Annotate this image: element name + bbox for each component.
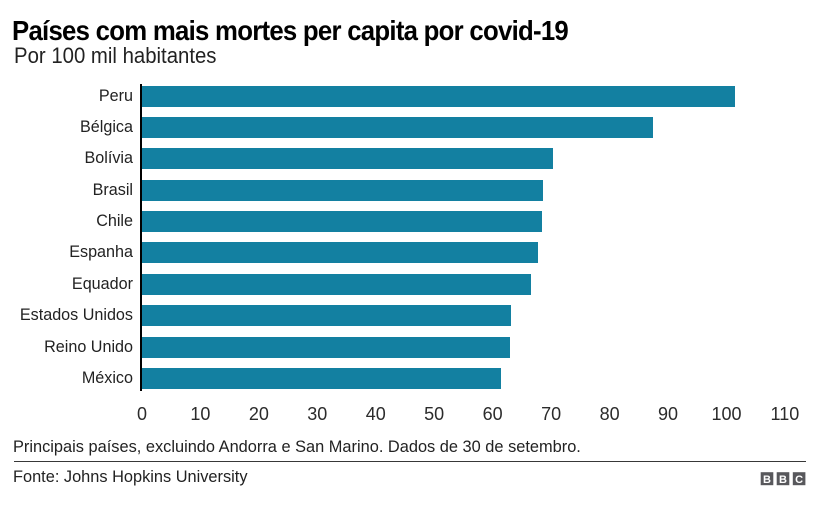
- svg-text:B: B: [763, 473, 771, 485]
- svg-text:B: B: [779, 473, 787, 485]
- svg-text:C: C: [795, 473, 803, 485]
